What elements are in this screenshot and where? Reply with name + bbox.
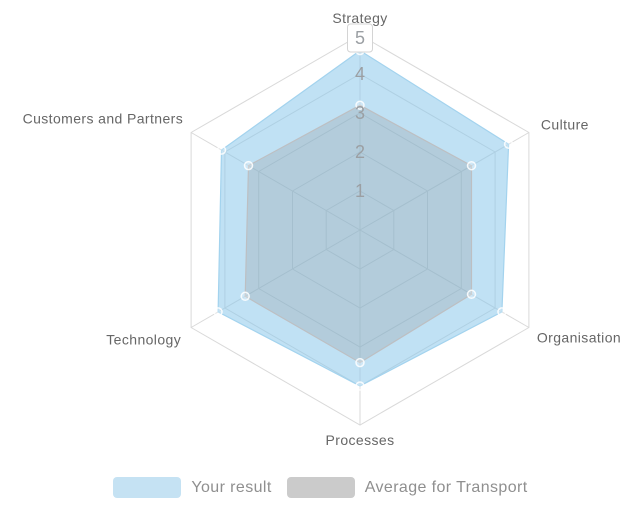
- legend-item-your-result[interactable]: Your result: [113, 477, 271, 498]
- data-point-marker[interactable]: [497, 307, 507, 317]
- chart-legend: Your result Average for Transport: [0, 477, 641, 498]
- grid-ring: [190, 34, 530, 426]
- tick-label: 1: [355, 181, 365, 201]
- legend-item-average-for-transport[interactable]: Average for Transport: [286, 477, 528, 498]
- axis-label-culture: Culture: [541, 117, 589, 133]
- tick-label: 5: [355, 28, 365, 48]
- data-point-marker[interactable]: [355, 100, 365, 110]
- data-point-marker[interactable]: [240, 291, 250, 302]
- data-point-marker[interactable]: [355, 357, 365, 368]
- data-point-marker[interactable]: [213, 307, 223, 317]
- legend-swatch-your-result: [113, 477, 182, 498]
- data-point-marker[interactable]: [216, 145, 227, 155]
- tick-label: 3: [355, 103, 365, 123]
- data-point-marker[interactable]: [466, 160, 477, 171]
- legend-label-average-for-transport: Average for Transport: [364, 478, 528, 496]
- max-tick-box: [347, 23, 373, 53]
- tick-label: 4: [355, 64, 365, 84]
- series-area-your-result[interactable]: [217, 49, 510, 387]
- axis-label-technology: Technology: [106, 332, 181, 348]
- legend-label-your-result: Your result: [191, 478, 272, 496]
- data-point-marker[interactable]: [466, 289, 477, 300]
- radar-chart: 1 2 3 4 5 Strategy Culture Organisation Processe…: [23, 10, 621, 448]
- tick-label: 2: [355, 142, 365, 162]
- axis-label-strategy: Strategy: [332, 10, 387, 26]
- axis-label-customers-and-partners: Customers and Partners: [23, 111, 184, 127]
- data-point-marker[interactable]: [355, 381, 365, 391]
- axis-label-organisation: Organisation: [537, 330, 621, 346]
- axis-label-processes: Processes: [326, 432, 395, 448]
- data-point-marker[interactable]: [503, 139, 514, 149]
- series-area-average-for-transport[interactable]: [244, 104, 473, 364]
- legend-swatch-average-for-transport: [286, 477, 355, 498]
- data-point-marker[interactable]: [243, 160, 254, 171]
